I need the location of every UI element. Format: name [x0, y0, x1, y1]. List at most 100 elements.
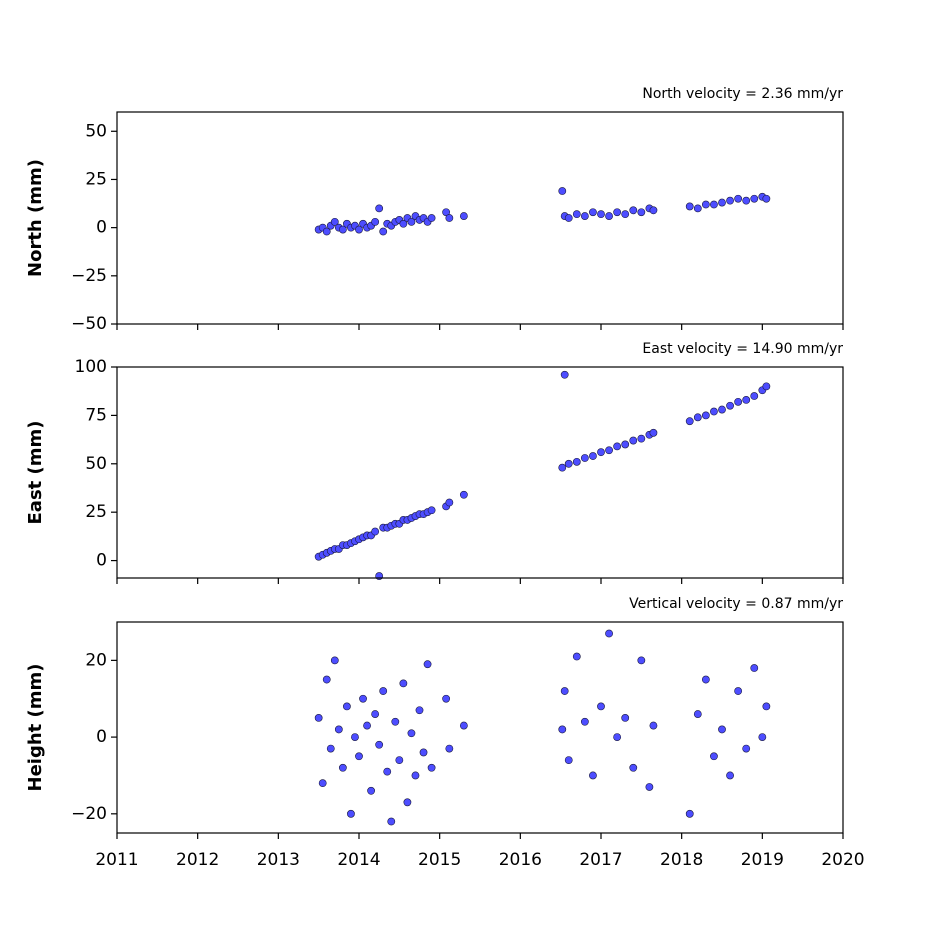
data-point: [564, 756, 573, 765]
data-point: [459, 490, 468, 499]
data-point: [589, 208, 597, 217]
y-tick-label: 100: [75, 357, 107, 377]
axes-frame: [116, 621, 844, 834]
data-point: [351, 733, 359, 741]
panel: −20 0 20 2011 2012 2013 2014 2015 2016 2017 2018 20…: [25, 596, 865, 870]
data-point: [645, 783, 654, 791]
axes-frame: [116, 111, 844, 325]
data-point: [419, 748, 428, 757]
data-point: [637, 208, 646, 217]
data-point: [613, 442, 622, 451]
data-point: [718, 725, 726, 734]
data-point: [580, 454, 589, 462]
data-point: [621, 210, 630, 219]
y-tick-label: 0: [96, 551, 107, 571]
y-tick-label: −50: [71, 314, 107, 334]
x-tick-label: 2014: [337, 850, 380, 870]
data-point: [564, 459, 573, 468]
y-tick-label: 75: [85, 405, 107, 425]
data-point: [572, 652, 581, 661]
data-point: [758, 733, 767, 741]
data-point: [762, 702, 771, 711]
data-point: [342, 702, 351, 711]
y-tick-label: 25: [85, 502, 107, 522]
data-point: [371, 527, 380, 536]
data-point: [613, 208, 622, 217]
data-point: [564, 214, 573, 222]
data-point: [637, 434, 646, 443]
data-point: [427, 763, 436, 772]
data-point: [330, 656, 339, 665]
y-axis-label: Height (mm): [25, 664, 46, 792]
data-point: [407, 729, 416, 738]
data-point: [685, 809, 694, 818]
data-point: [427, 214, 436, 222]
data-point: [605, 629, 613, 638]
data-point: [560, 370, 569, 379]
data-point: [445, 744, 454, 753]
data-point: [403, 798, 412, 807]
data-point: [701, 200, 710, 209]
data-point: [742, 396, 751, 404]
data-point: [762, 194, 771, 203]
data-point: [359, 694, 367, 703]
data-point: [367, 786, 375, 795]
data-point: [445, 498, 454, 507]
data-point: [338, 225, 347, 234]
data-point: [572, 457, 581, 466]
y-tick-label: −20: [71, 804, 107, 824]
data-point: [314, 714, 323, 722]
data-point: [379, 227, 388, 236]
data-point: [338, 763, 347, 772]
data-point: [371, 710, 380, 718]
data-point: [383, 767, 392, 776]
data-point: [415, 706, 424, 715]
data-point: [558, 725, 567, 734]
data-point: [710, 752, 718, 761]
data-point: [726, 771, 734, 780]
data-point: [326, 744, 335, 753]
data-point: [558, 463, 567, 472]
data-point: [580, 717, 589, 726]
data-point: [742, 196, 751, 205]
data-point: [375, 740, 384, 749]
data-point: [629, 436, 638, 445]
data-point: [621, 714, 630, 722]
data-point: [649, 206, 658, 215]
data-point: [395, 756, 404, 765]
data-point: [726, 196, 734, 205]
data-point: [399, 219, 408, 228]
data-point: [411, 771, 420, 780]
data-point: [742, 744, 751, 753]
x-tick-label: 2020: [821, 850, 864, 870]
data-point: [589, 771, 597, 780]
data-point: [597, 702, 605, 711]
data-point: [597, 210, 605, 219]
data-point: [750, 392, 759, 400]
data-point: [750, 664, 759, 672]
data-point: [734, 397, 743, 406]
y-tick-label: 50: [85, 121, 107, 141]
data-point: [629, 206, 638, 215]
x-tick-label: 2018: [660, 850, 703, 870]
x-tick-label: 2015: [418, 850, 461, 870]
data-point: [558, 187, 567, 195]
x-tick-label: 2017: [579, 850, 622, 870]
data-point: [318, 779, 327, 788]
x-tick-label: 2016: [499, 850, 542, 870]
y-axis-label: East (mm): [25, 421, 46, 525]
data-point: [399, 679, 408, 688]
data-point: [693, 710, 702, 718]
data-point: [355, 225, 363, 234]
data-point: [407, 217, 416, 226]
data-point: [710, 200, 718, 209]
data-point: [459, 721, 468, 730]
data-point: [330, 217, 339, 226]
y-tick-label: 25: [85, 169, 107, 189]
data-point: [693, 204, 702, 213]
data-point: [322, 675, 331, 684]
data-point: [685, 202, 694, 211]
data-point: [322, 227, 331, 236]
y-tick-label: −25: [71, 266, 107, 286]
